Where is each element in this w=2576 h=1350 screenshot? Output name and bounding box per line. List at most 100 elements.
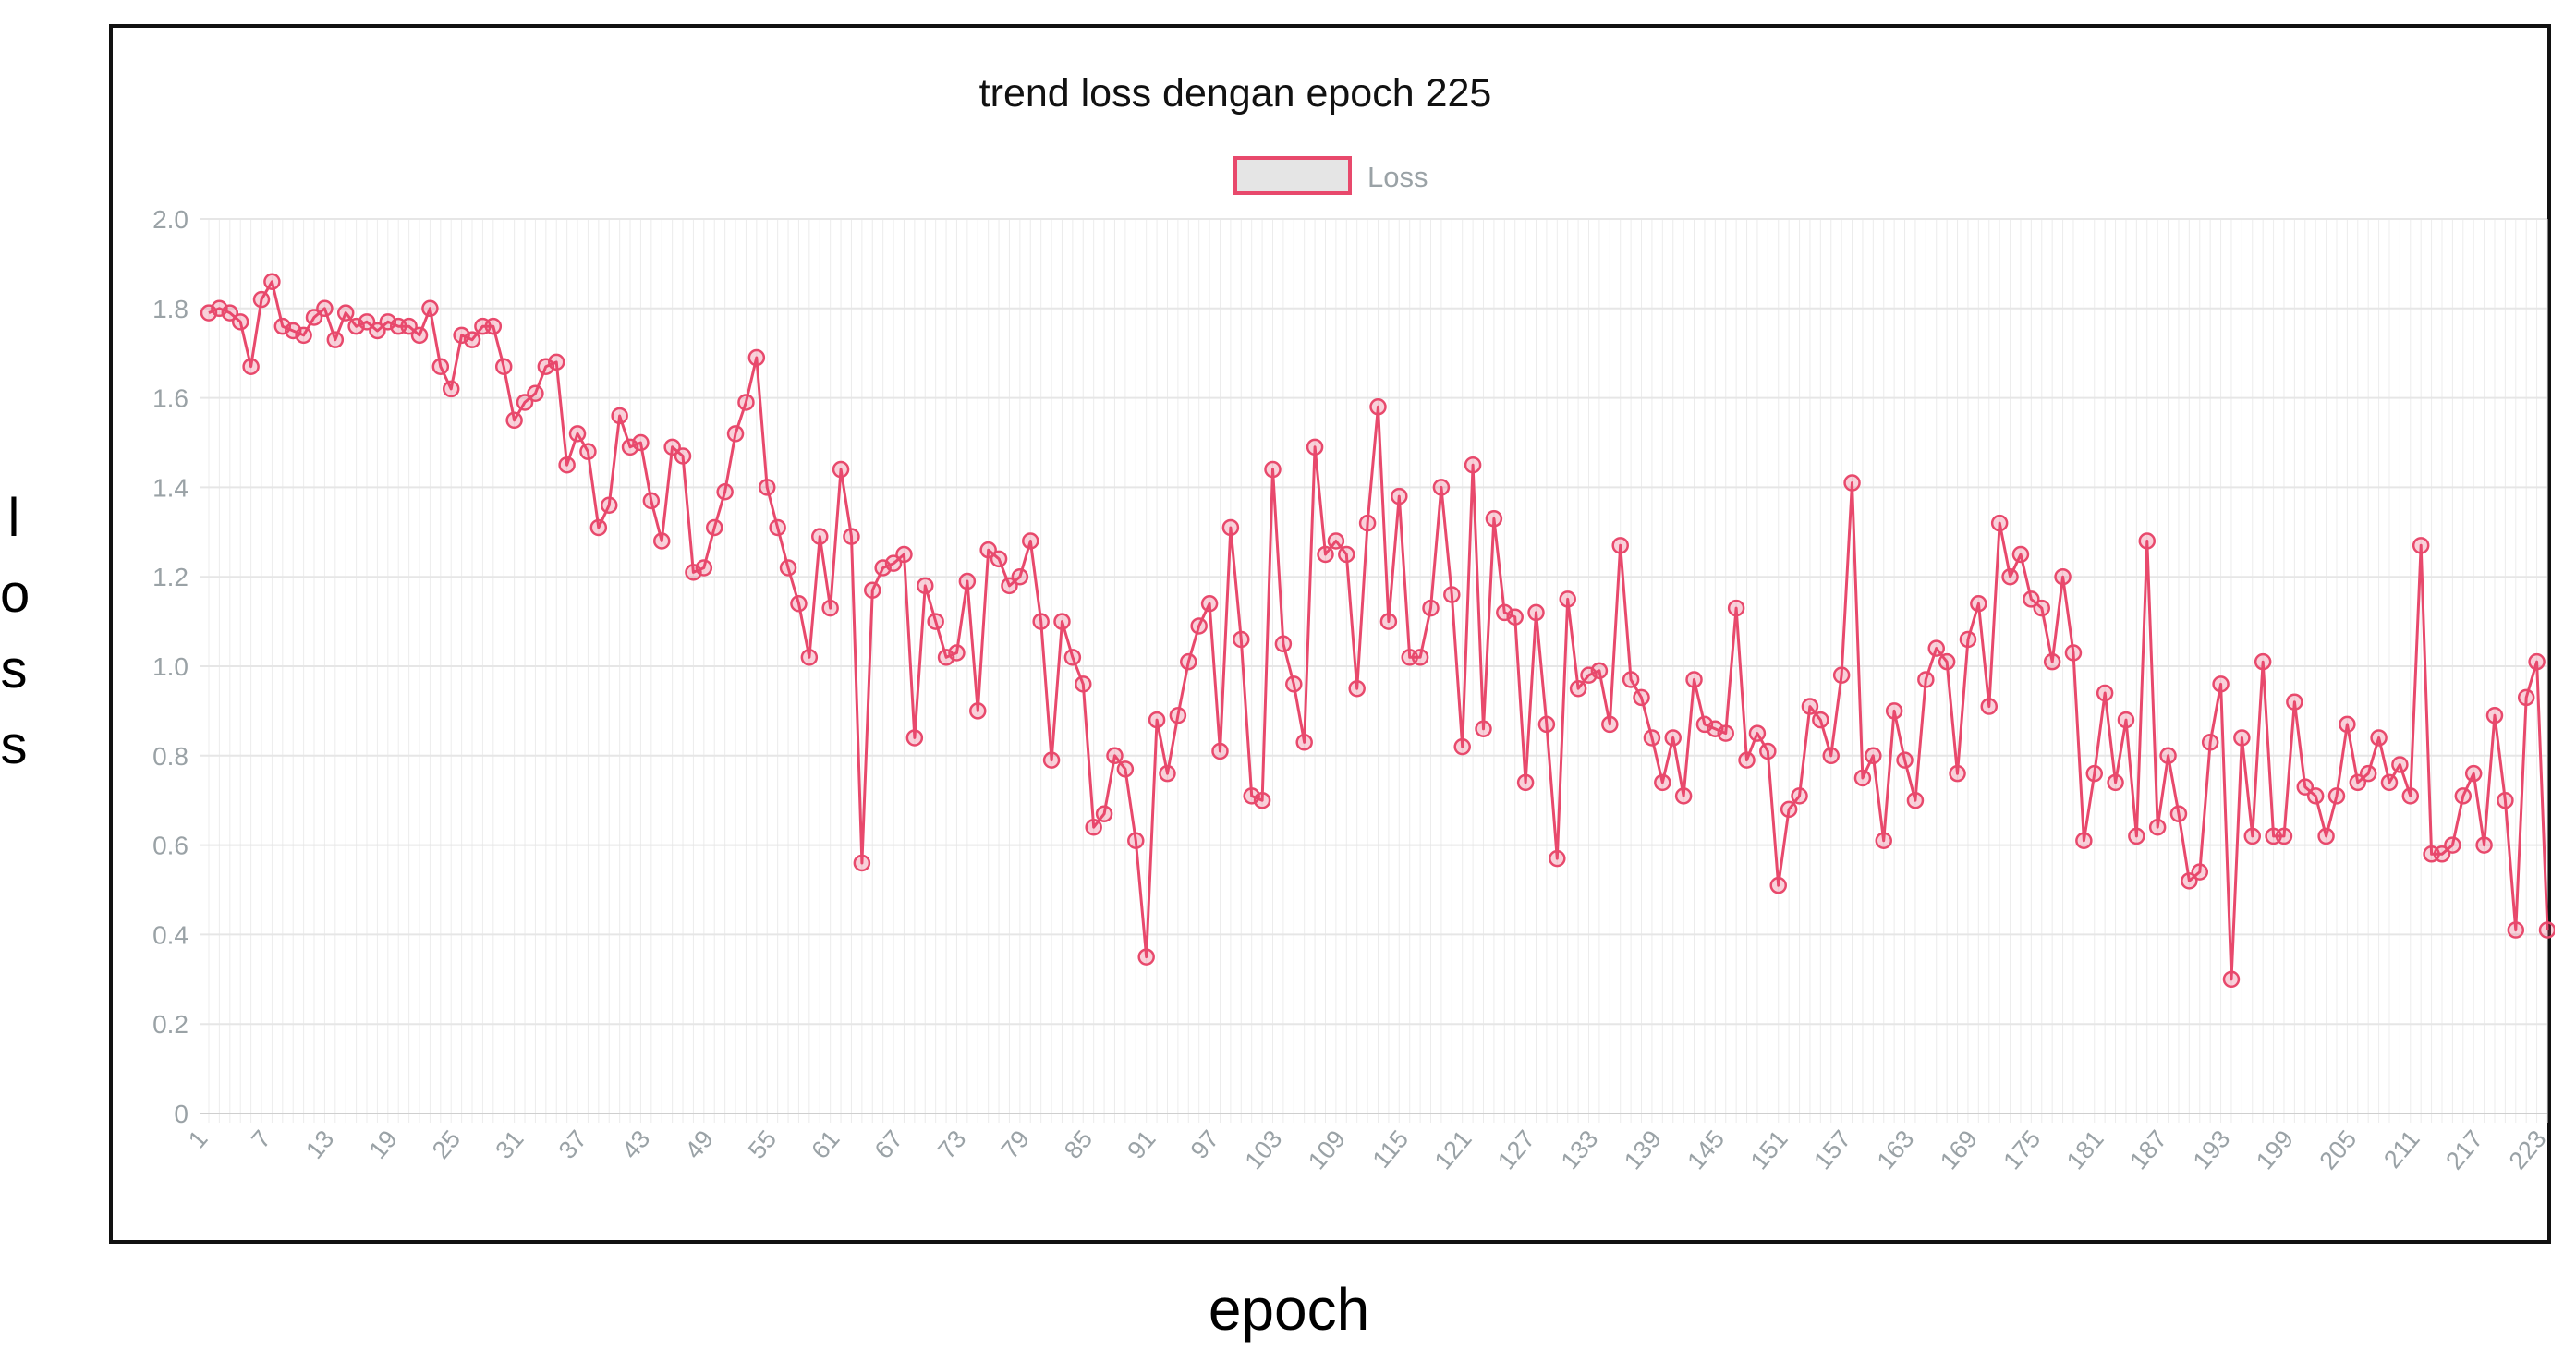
data-point [2181,872,2198,890]
data-point [2191,863,2209,881]
data-point [558,456,576,474]
y-tick-label: 1.2 [152,563,188,591]
y-tick-label: 1.4 [152,473,188,502]
data-point [769,518,786,537]
data-point [1569,679,1587,698]
data-point [1475,720,1492,738]
data-point [1906,791,1925,809]
data-point [2243,827,2262,845]
data-point [1274,635,1293,653]
data-point [1654,773,1671,792]
data-point [2286,693,2303,711]
legend[interactable]: Loss [1233,156,1428,195]
x-tick-label: 115 [1367,1125,1415,1174]
data-point [1727,599,1745,617]
data-point [1422,599,1440,617]
data-point [642,492,661,510]
data-point [1285,675,1303,693]
data-point [674,447,692,465]
data-point [421,299,439,318]
x-tick-label: 217 [2440,1125,2488,1175]
y-tick-label: 1.8 [152,295,188,323]
data-point [1664,729,1682,747]
data-point [2054,567,2072,586]
data-point [843,528,860,545]
data-point [2169,805,2188,822]
data-point [431,358,450,375]
data-point [221,304,239,322]
x-tick-label: 151 [1745,1125,1793,1175]
data-point [958,572,977,590]
data-point [2107,773,2124,792]
data-point [1443,586,1461,603]
x-tick-label: 157 [1808,1125,1856,1175]
data-point [231,313,249,331]
data-point [1127,832,1145,850]
data-point [2275,827,2293,845]
data-point [242,358,260,375]
data-point [790,594,808,613]
data-point [1801,698,1819,715]
data-point [1369,398,1387,416]
data-point [927,613,944,630]
x-axis-title: epoch [1208,1276,1370,1343]
series-line [208,280,2549,981]
data-point [2327,787,2346,805]
data-point [811,528,829,545]
data-point [905,729,924,747]
data-point [1211,742,1229,760]
data-point [1812,711,1829,729]
data-point [1148,711,1166,729]
grid [200,218,2548,1123]
x-tick-label: 97 [1185,1125,1224,1164]
data-point [316,299,334,318]
data-point [1411,649,1429,666]
x-tick-label: 91 [1122,1125,1160,1164]
x-tick-label: 193 [2188,1125,2236,1175]
legend-swatch [1233,156,1352,195]
data-point [1042,751,1061,769]
data-point [1348,679,1366,698]
data-point [1853,769,1872,787]
y-tick-label: 0.2 [152,1010,188,1039]
data-point [295,326,312,345]
x-tick-label: 169 [1935,1125,1983,1175]
y-axis-title-letter: s [0,639,28,699]
data-point [442,380,460,398]
x-tick-label: 199 [2251,1125,2299,1175]
x-tick-label: 1 [183,1125,213,1154]
data-point [1537,715,1556,734]
data-point [2254,652,2272,671]
data-point [1896,751,1914,769]
data-point [1233,630,1250,649]
chart-frame: trend loss dengan epoch 225 Loss 0 0.2 0.4… [109,24,2555,1244]
data-point [2359,764,2377,783]
data-point [505,411,523,430]
data-point [2454,787,2473,805]
legend-label: Loss [1367,161,1428,193]
data-point [2507,921,2525,939]
data-point [1317,545,1334,564]
x-tick-label: 121 [1429,1125,1477,1175]
x-tick-label: 67 [869,1125,908,1164]
data-point [2023,590,2040,608]
data-point [1980,698,1999,715]
data-point [758,479,776,496]
y-tick-label: 0.6 [152,832,188,860]
data-point [2117,711,2135,729]
x-tick-label: 73 [932,1125,971,1164]
data-point [1327,532,1345,550]
data-point [1938,652,1956,671]
data-point [2528,652,2546,671]
data-point [2222,970,2241,989]
data-point [2349,773,2367,792]
data-point [2064,644,2083,662]
y-tick-label: 1.0 [152,652,188,681]
data-point [1601,715,1619,734]
x-tick-label: 181 [2061,1125,2109,1175]
data-point [1927,639,1945,657]
x-tick-label: 205 [2314,1125,2362,1175]
data-point [1506,608,1524,626]
data-point [1549,849,1566,868]
data-point [1748,724,1767,742]
